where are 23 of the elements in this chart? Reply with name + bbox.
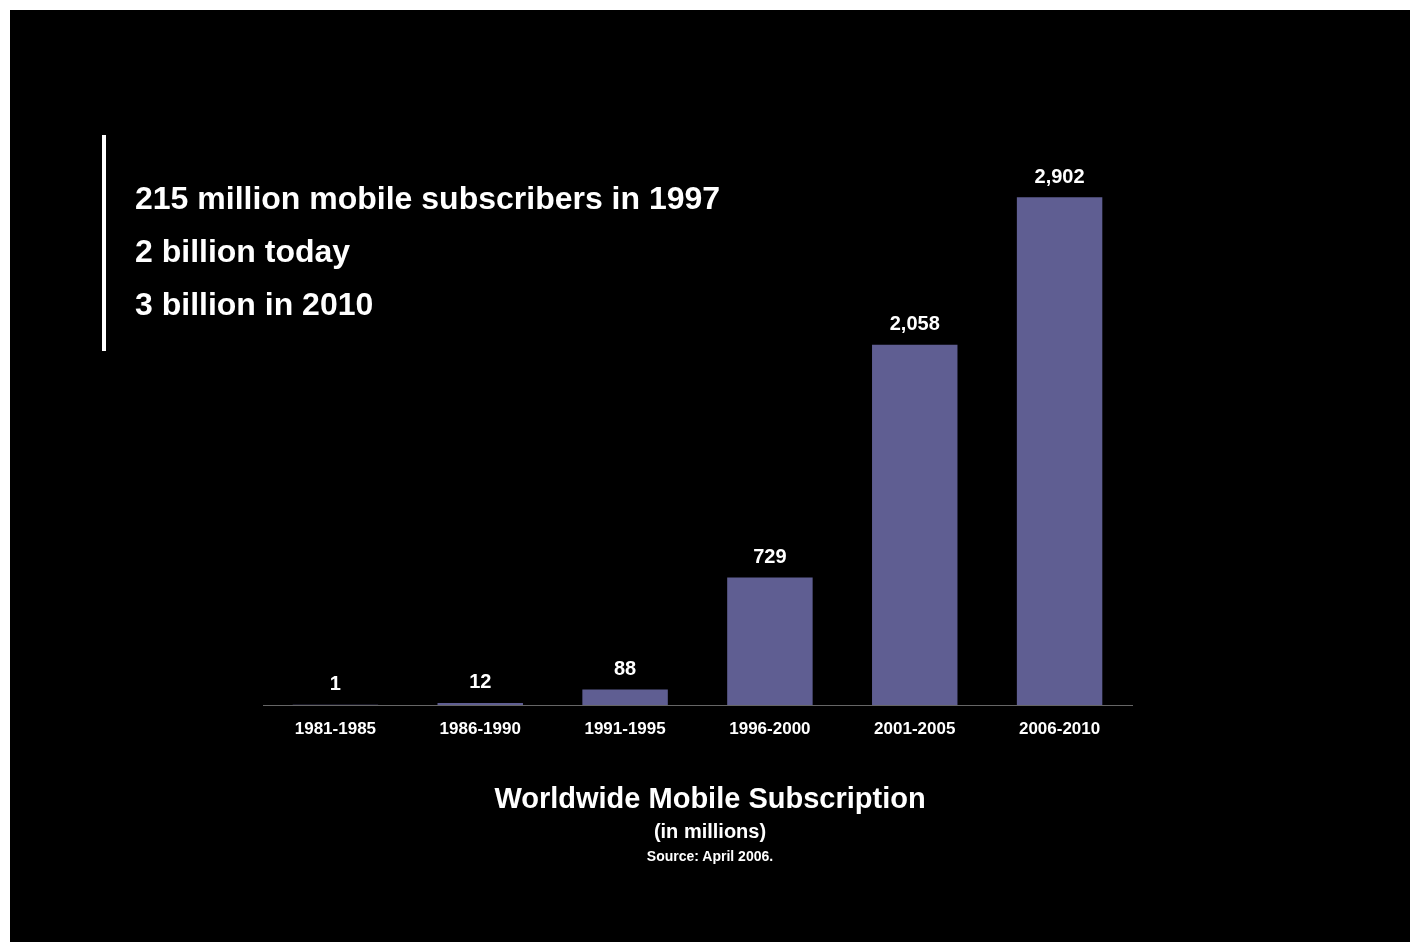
data-label: 12	[469, 670, 492, 693]
annotation: 3 billion in 2010	[135, 285, 375, 324]
x-tick-label: 1981-1985	[294, 718, 377, 738]
text: Worldwide Mobile Subscription	[493, 782, 927, 815]
x-tick-label: 1996-2000	[729, 718, 811, 738]
text: (in millions)	[652, 820, 768, 843]
bar	[437, 702, 523, 705]
x-tick-label: 1986-1990	[439, 718, 521, 738]
annotation: 215 million mobile subscribers in 1997	[135, 179, 721, 218]
bar	[872, 344, 958, 705]
data-label: 88	[613, 657, 637, 680]
source-note: Source: April 2006.	[645, 848, 775, 864]
data-label: 729	[753, 544, 787, 567]
x-tick-label: 1991-1995	[584, 718, 666, 738]
data-label: 2,902	[1034, 164, 1085, 187]
annotation: 2 billion today	[135, 232, 352, 271]
x-tick-label: 2001-2005	[874, 718, 956, 738]
x-tick-label: 2006-2010	[1018, 718, 1101, 738]
data-label: 1	[329, 672, 341, 695]
bar	[727, 577, 813, 705]
bar	[582, 689, 668, 705]
data-label: 2,058	[889, 312, 940, 335]
bar	[1016, 197, 1103, 705]
